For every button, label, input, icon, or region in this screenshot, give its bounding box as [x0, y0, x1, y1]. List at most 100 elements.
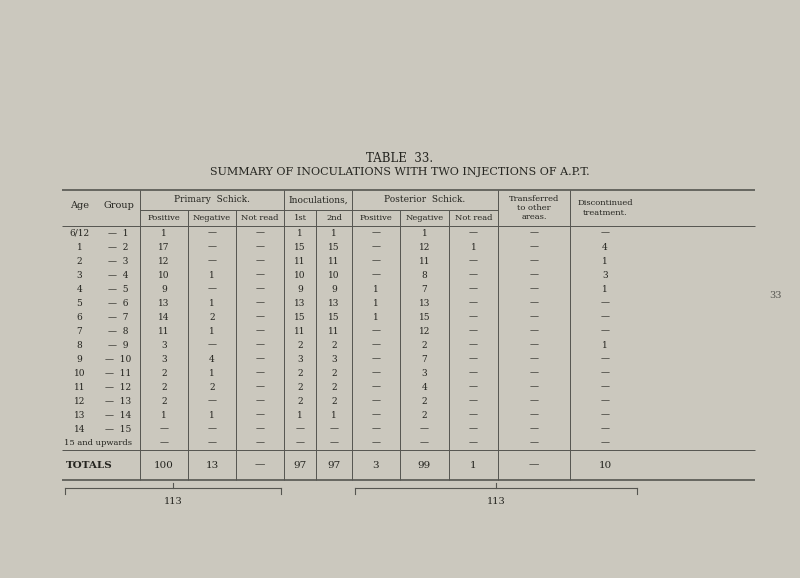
- Text: —  6: — 6: [108, 298, 129, 307]
- Text: —: —: [530, 243, 538, 251]
- Text: 2: 2: [161, 397, 167, 406]
- Text: 97: 97: [294, 461, 306, 469]
- Text: 1: 1: [161, 228, 167, 238]
- Text: —  14: — 14: [106, 410, 132, 420]
- Text: —: —: [601, 354, 610, 364]
- Text: —: —: [530, 424, 538, 434]
- Text: 7: 7: [422, 284, 427, 294]
- Text: 1: 1: [209, 369, 215, 377]
- Text: —: —: [530, 397, 538, 406]
- Text: 1: 1: [297, 228, 303, 238]
- Text: 12: 12: [419, 327, 430, 335]
- Text: —: —: [530, 340, 538, 350]
- Text: 3: 3: [161, 340, 167, 350]
- Text: 13: 13: [74, 410, 85, 420]
- Text: —: —: [601, 298, 610, 307]
- Text: —: —: [371, 354, 381, 364]
- Text: —: —: [255, 410, 265, 420]
- Text: 1: 1: [297, 410, 303, 420]
- Text: —: —: [255, 369, 265, 377]
- Text: 1: 1: [209, 298, 215, 307]
- Text: 4: 4: [209, 354, 215, 364]
- Text: —: —: [469, 284, 478, 294]
- Text: —: —: [601, 228, 610, 238]
- Text: 3: 3: [161, 354, 167, 364]
- Text: 2: 2: [331, 383, 337, 391]
- Text: 3: 3: [331, 354, 337, 364]
- Text: 6/12: 6/12: [70, 228, 90, 238]
- Text: 12: 12: [74, 397, 85, 406]
- Text: 3: 3: [422, 369, 427, 377]
- Text: 1: 1: [331, 228, 337, 238]
- Text: —  4: — 4: [108, 271, 129, 280]
- Text: 10: 10: [158, 271, 170, 280]
- Text: 2: 2: [422, 340, 427, 350]
- Text: 9: 9: [297, 284, 303, 294]
- Text: 3: 3: [602, 271, 608, 280]
- Text: 1: 1: [373, 298, 379, 307]
- Text: 2: 2: [331, 340, 337, 350]
- Text: —: —: [207, 243, 217, 251]
- Text: 13: 13: [158, 298, 170, 307]
- Text: 13: 13: [328, 298, 340, 307]
- Text: 15: 15: [294, 313, 306, 321]
- Text: —: —: [530, 439, 538, 447]
- Text: 2: 2: [297, 369, 303, 377]
- Text: —: —: [469, 313, 478, 321]
- Text: 8: 8: [422, 271, 427, 280]
- Text: 15: 15: [418, 313, 430, 321]
- Text: 2: 2: [77, 257, 82, 265]
- Text: Negative: Negative: [406, 214, 443, 222]
- Text: 1: 1: [77, 243, 82, 251]
- Text: —: —: [469, 228, 478, 238]
- Text: —  13: — 13: [106, 397, 131, 406]
- Text: —: —: [255, 243, 265, 251]
- Text: 1: 1: [209, 410, 215, 420]
- Text: —: —: [601, 410, 610, 420]
- Text: —  9: — 9: [108, 340, 129, 350]
- Text: 1st: 1st: [294, 214, 306, 222]
- Text: —: —: [207, 439, 217, 447]
- Text: —: —: [530, 228, 538, 238]
- Text: —: —: [530, 284, 538, 294]
- Text: —  7: — 7: [108, 313, 129, 321]
- Text: —: —: [371, 340, 381, 350]
- Text: 9: 9: [331, 284, 337, 294]
- Text: 10: 10: [598, 461, 612, 469]
- Text: 12: 12: [419, 243, 430, 251]
- Text: 99: 99: [418, 461, 431, 469]
- Text: —: —: [601, 369, 610, 377]
- Text: —: —: [469, 410, 478, 420]
- Text: —: —: [371, 271, 381, 280]
- Text: 1: 1: [161, 410, 167, 420]
- Text: 1: 1: [470, 461, 477, 469]
- Text: 7: 7: [77, 327, 82, 335]
- Text: —: —: [255, 397, 265, 406]
- Text: 3: 3: [77, 271, 82, 280]
- Text: TOTALS: TOTALS: [66, 461, 113, 469]
- Text: —  2: — 2: [108, 243, 129, 251]
- Text: —: —: [255, 284, 265, 294]
- Text: 11: 11: [158, 327, 170, 335]
- Text: 11: 11: [294, 257, 306, 265]
- Text: —: —: [255, 327, 265, 335]
- Text: —: —: [469, 369, 478, 377]
- Text: —  15: — 15: [106, 424, 132, 434]
- Text: —: —: [371, 228, 381, 238]
- Text: 2: 2: [422, 397, 427, 406]
- Text: 3: 3: [373, 461, 379, 469]
- Text: 15: 15: [328, 313, 340, 321]
- Text: —: —: [371, 257, 381, 265]
- Text: 9: 9: [77, 354, 82, 364]
- Text: —: —: [529, 461, 539, 469]
- Text: 13: 13: [294, 298, 306, 307]
- Text: —: —: [207, 397, 217, 406]
- Text: —: —: [295, 439, 305, 447]
- Text: —: —: [255, 298, 265, 307]
- Text: 15 and upwards: 15 and upwards: [64, 439, 132, 447]
- Text: 10: 10: [294, 271, 306, 280]
- Text: 2: 2: [422, 410, 427, 420]
- Text: —: —: [255, 271, 265, 280]
- Text: Not read: Not read: [454, 214, 492, 222]
- Text: —: —: [469, 271, 478, 280]
